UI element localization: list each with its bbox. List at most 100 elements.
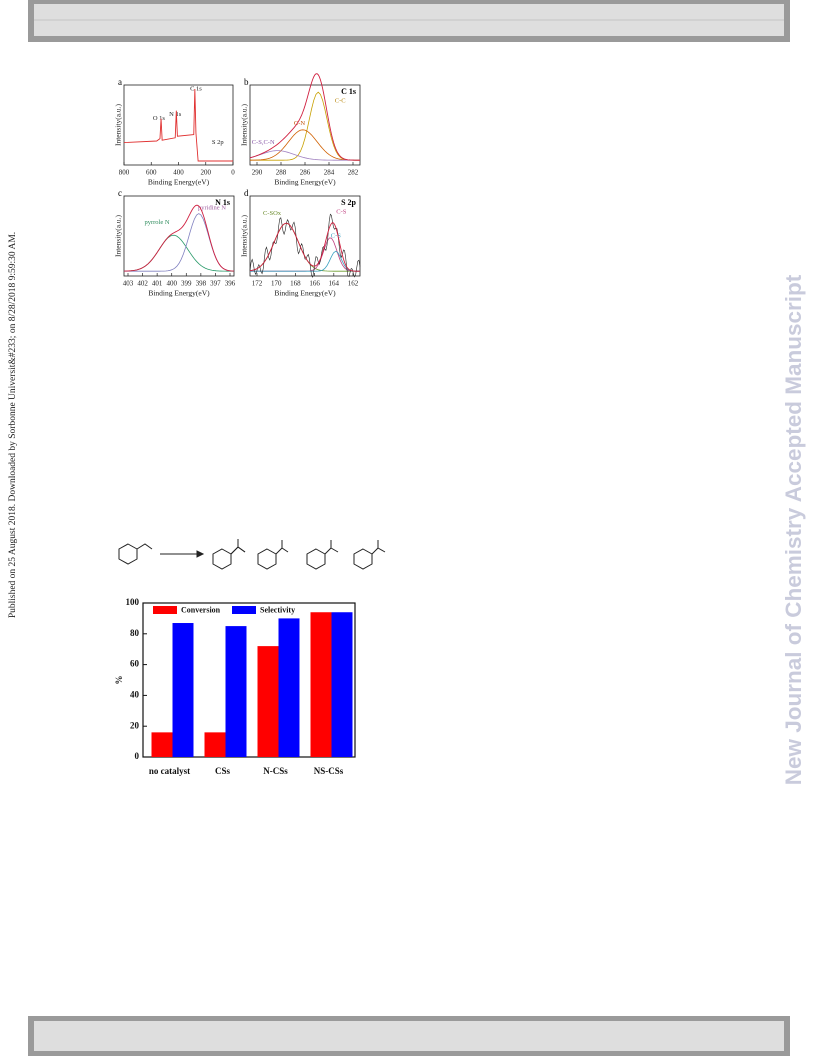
ring [212,548,232,570]
bar [278,618,300,757]
x-tick-label: 0 [231,169,235,177]
y-tick-label: 60 [130,659,140,669]
fit-component [250,237,361,272]
x-axis-label: Binding Energy(eV) [148,289,210,298]
envelope [249,222,361,272]
envelope [249,73,361,161]
peak-label: C-SOx [263,210,282,217]
y-axis-label: % [114,676,124,685]
x-tick-label: 200 [201,169,212,177]
legend-label: Conversion [181,605,221,614]
bar [310,612,332,757]
ring [257,548,277,570]
legend-swatch [153,606,177,614]
plot-frame [142,602,356,758]
x-tick-label: 286 [300,169,311,177]
panel-letter: d [244,188,249,198]
download-note: Published on 25 August 2018. Downloaded … [8,232,18,618]
raw-spectrum [249,213,361,278]
reaction-scheme [118,539,386,570]
peak-label: pyridine N [198,204,226,211]
chain [136,543,153,550]
panel-frame [249,195,361,277]
fit-component [250,250,361,272]
peak-label: C-N [294,120,306,127]
panel-letter: a [118,77,122,87]
fit-component [249,150,361,161]
fit-component [250,91,361,161]
panel-title: S 2p [341,198,356,207]
panel-title: N 1s [215,198,230,207]
panel-title: C 1s [341,87,356,96]
x-tick-label: 800 [119,169,130,177]
y-tick-label: 80 [130,628,140,638]
x-tick-label: 284 [324,169,335,177]
peak-label: C 1s [190,85,202,92]
x-tick-label: 290 [252,169,263,177]
y-tick-label: 40 [130,689,140,699]
peak-label: C-S [336,208,347,215]
fit-component [124,213,235,272]
envelope [123,204,235,272]
x-tick-label: 282 [348,169,359,177]
peak-label: N 1s [169,111,182,118]
footer-inner [34,1021,784,1051]
y-axis-label: Intensity(a.u.) [114,103,123,146]
chain [371,540,386,555]
chain [230,539,246,555]
ring [306,548,326,570]
spectrum [123,88,233,162]
x-tick-label: 396 [225,280,236,288]
x-tick-label: 400 [166,280,177,288]
peak-label: C-C [335,97,346,104]
legend-label: Selectivity [260,605,295,614]
y-tick-label: 100 [126,597,140,607]
peak-label: C-S,C-N [252,139,275,146]
x-tick-label: 398 [196,280,207,288]
bar [331,612,353,757]
peak-label: C-S [331,232,342,239]
x-tick-label: 288 [276,169,287,177]
x-tick-label: 600 [146,169,157,177]
chain [324,540,339,555]
x-tick-label: 166 [309,280,320,288]
fit-component [123,234,235,272]
bar [204,732,226,757]
chain [275,540,289,555]
panel-letter: b [244,77,249,87]
x-axis-label: Binding Energy(eV) [148,178,210,187]
x-tick-label: 402 [137,280,148,288]
bar [151,732,173,757]
y-axis-label: Intensity(a.u.) [240,214,249,257]
panel-frame [123,84,234,166]
bar [172,623,194,757]
y-tick-label: 0 [135,751,140,761]
y-tick-label: 20 [130,720,140,730]
x-tick-label: no catalyst [149,766,190,776]
panel-frame [123,195,235,277]
legend-swatch [232,606,256,614]
ring [118,543,138,565]
bar [257,646,279,757]
x-tick-label: 168 [290,280,301,288]
arrow-head [196,550,205,558]
bar [225,626,247,757]
x-tick-label: NS-CSs [314,766,344,776]
x-tick-label: 164 [329,280,340,288]
x-tick-label: 162 [348,280,359,288]
ring [353,548,373,570]
peak-label: pyrrole N [144,219,169,226]
x-tick-label: CSs [215,766,231,776]
fit-component [249,129,361,161]
x-tick-label: 400 [173,169,184,177]
y-axis-label: Intensity(a.u.) [240,103,249,146]
x-tick-label: N-CSs [263,766,288,776]
panel-letter: c [118,188,122,198]
x-tick-label: 170 [271,280,282,288]
x-tick-label: 401 [152,280,163,288]
x-tick-label: 399 [181,280,192,288]
x-axis-label: Binding Energy(eV) [274,289,336,298]
peak-label: O 1s [153,115,166,122]
